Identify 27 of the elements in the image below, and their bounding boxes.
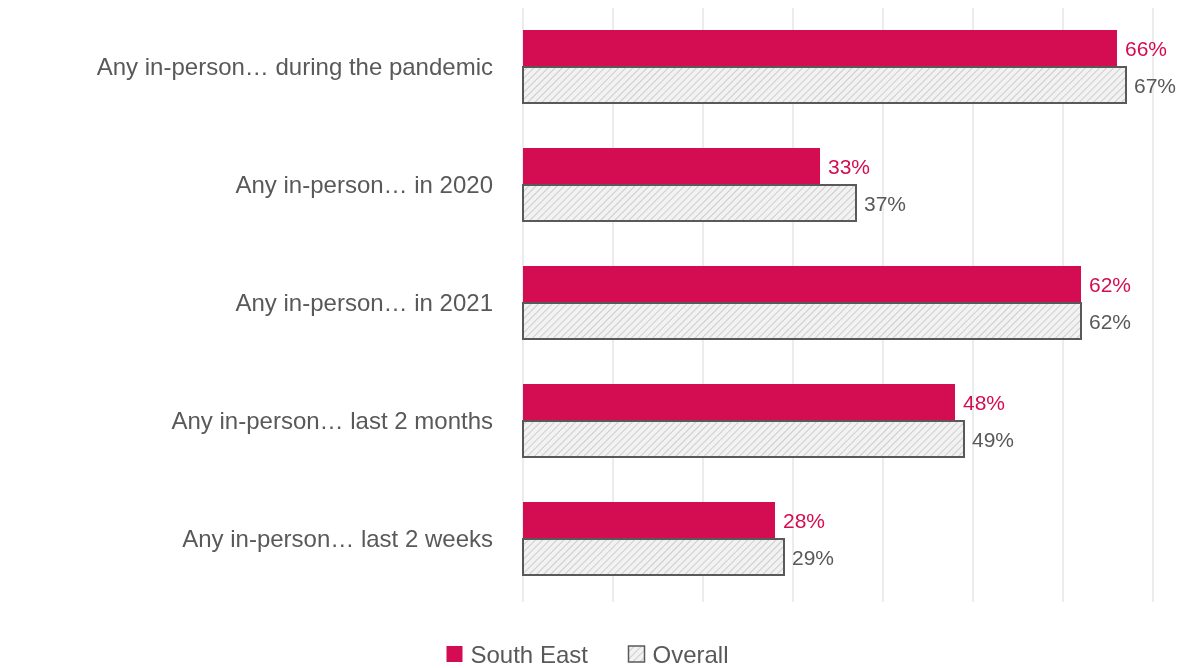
y-tick-label: Any in-person… in 2020	[235, 171, 493, 199]
data-label: 66%	[1125, 36, 1168, 60]
y-tick-label: Any in-person… last 2 months	[171, 407, 493, 435]
bar	[523, 384, 955, 420]
y-tick-label: Any in-person… last 2 weeks	[182, 525, 493, 553]
bar	[523, 148, 820, 184]
data-label: 48%	[963, 390, 1006, 414]
bar	[522, 420, 965, 458]
legend-label: Overall	[652, 641, 729, 668]
y-tick-label: Any in-person… in 2021	[235, 289, 493, 317]
bar	[523, 266, 1081, 302]
bar	[522, 66, 1127, 104]
bar	[522, 184, 857, 222]
data-label: 33%	[828, 154, 871, 178]
bar	[522, 538, 785, 576]
data-label: 67%	[1134, 73, 1177, 97]
data-label: 49%	[972, 427, 1015, 451]
bar	[523, 30, 1117, 66]
bar	[522, 302, 1082, 340]
data-label: 62%	[1089, 272, 1132, 296]
data-label: 29%	[792, 545, 835, 569]
legend-label: South East	[470, 641, 589, 668]
y-tick-label: Any in-person… during the pandemic	[96, 53, 493, 81]
bar	[523, 502, 775, 538]
data-label: 28%	[783, 508, 826, 532]
data-label: 37%	[864, 191, 907, 215]
data-label: 62%	[1089, 309, 1132, 333]
